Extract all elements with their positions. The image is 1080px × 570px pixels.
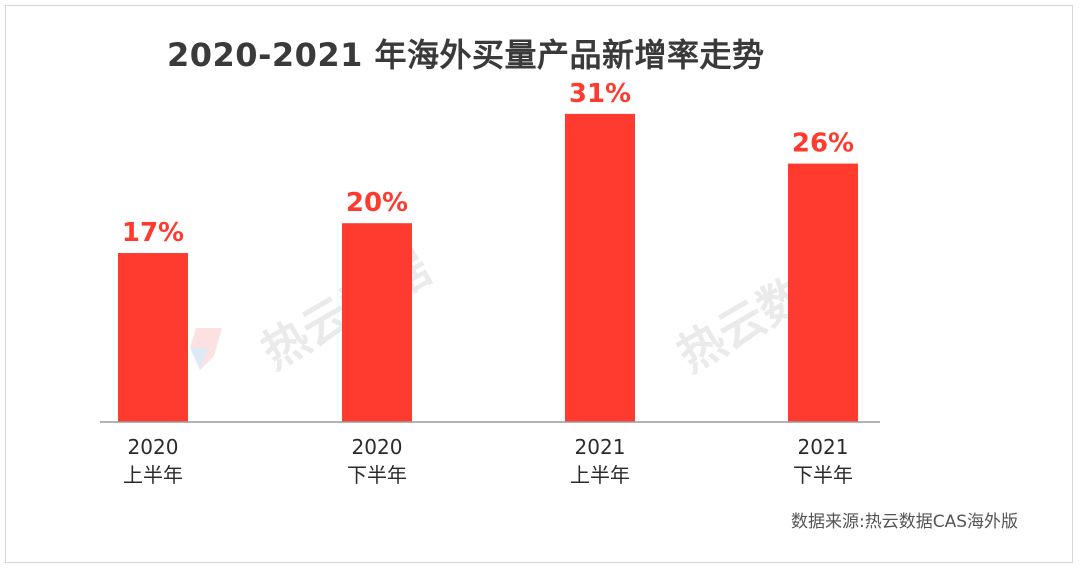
data-source-note: 数据来源:热云数据CAS海外版 (790, 512, 1018, 532)
data-label: 20% (346, 188, 408, 218)
bar (118, 253, 188, 422)
bar (788, 163, 858, 423)
category-year-label: 2020 (352, 435, 403, 459)
category-year-label: 2021 (575, 435, 626, 459)
bar (565, 113, 635, 422)
data-label: 26% (792, 129, 854, 159)
category-year-label: 2021 (798, 435, 849, 459)
chart-title: 2020-2021 年海外买量产品新增率走势 (167, 36, 765, 74)
bar (342, 223, 412, 422)
category-half-label: 下半年 (347, 463, 407, 487)
data-label: 31% (569, 79, 631, 109)
category-half-label: 下半年 (793, 463, 853, 487)
category-half-label: 上半年 (123, 463, 183, 487)
data-label: 17% (122, 218, 184, 248)
category-year-label: 2020 (128, 435, 179, 459)
category-half-label: 上半年 (570, 463, 630, 487)
